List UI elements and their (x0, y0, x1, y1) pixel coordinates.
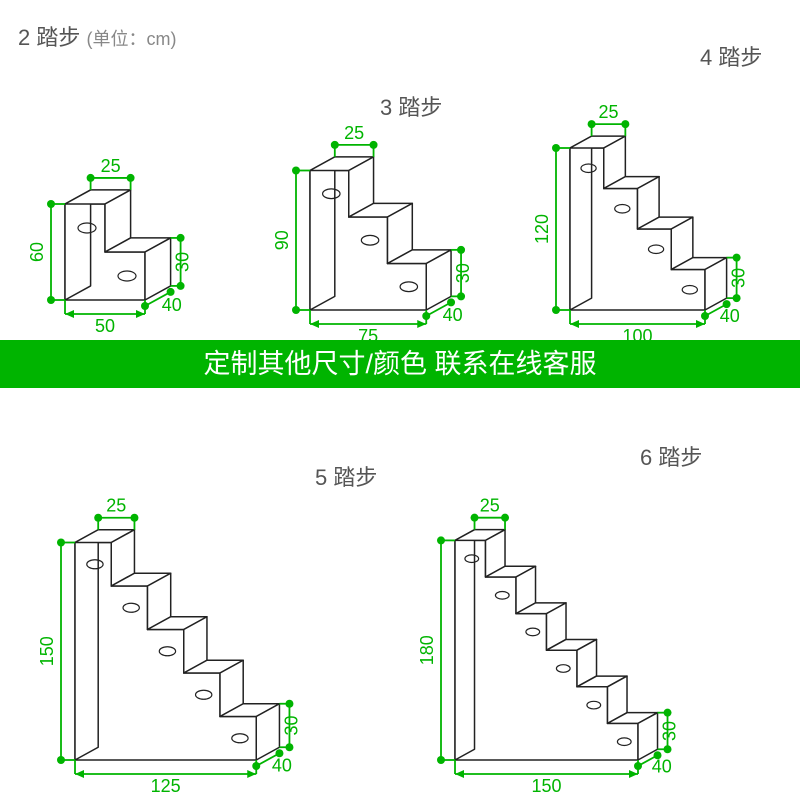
svg-text:40: 40 (162, 295, 182, 315)
svg-text:40: 40 (272, 756, 292, 776)
svg-text:90: 90 (272, 230, 292, 250)
svg-text:30: 30 (281, 715, 301, 735)
variant-title-s2: 2 踏步 (单位：cm) (18, 20, 176, 52)
contact-banner: 定制其他尺寸/颜色 联系在线客服 (0, 340, 800, 388)
svg-text:75: 75 (358, 326, 378, 346)
svg-text:40: 40 (652, 757, 672, 777)
svg-text:60: 60 (27, 242, 47, 262)
stair-diagram-s3: 7590253040 (270, 30, 530, 335)
stair-diagram-s6: 150 180 25 30 40 (410, 395, 800, 800)
svg-text:30: 30 (173, 252, 193, 272)
stair-diagram-s4: 100120253040 (530, 10, 800, 340)
svg-text:30: 30 (729, 268, 749, 288)
svg-text:40: 40 (720, 306, 740, 326)
svg-text:25: 25 (101, 156, 121, 176)
svg-text:150: 150 (37, 636, 57, 666)
unit-label: (单位：cm) (86, 29, 176, 49)
svg-text:25: 25 (598, 102, 618, 122)
svg-text:50: 50 (95, 316, 115, 336)
stair-diagram-s2: 5060253040 (25, 70, 255, 330)
diagram-stage: 定制其他尺寸/颜色 联系在线客服2 踏步 (单位：cm)50602530403 … (0, 0, 800, 800)
svg-text:25: 25 (344, 123, 364, 143)
svg-text:25: 25 (106, 496, 126, 516)
svg-text:100: 100 (622, 326, 652, 346)
svg-text:25: 25 (480, 496, 500, 516)
stair-diagram-s5: 125 150 25 30 40 (30, 400, 400, 800)
svg-text:150: 150 (531, 776, 561, 796)
svg-text:120: 120 (532, 214, 552, 244)
svg-text:30: 30 (660, 721, 680, 741)
svg-text:180: 180 (417, 635, 437, 665)
svg-text:125: 125 (151, 776, 181, 796)
svg-text:30: 30 (453, 263, 473, 283)
svg-text:40: 40 (443, 305, 463, 325)
